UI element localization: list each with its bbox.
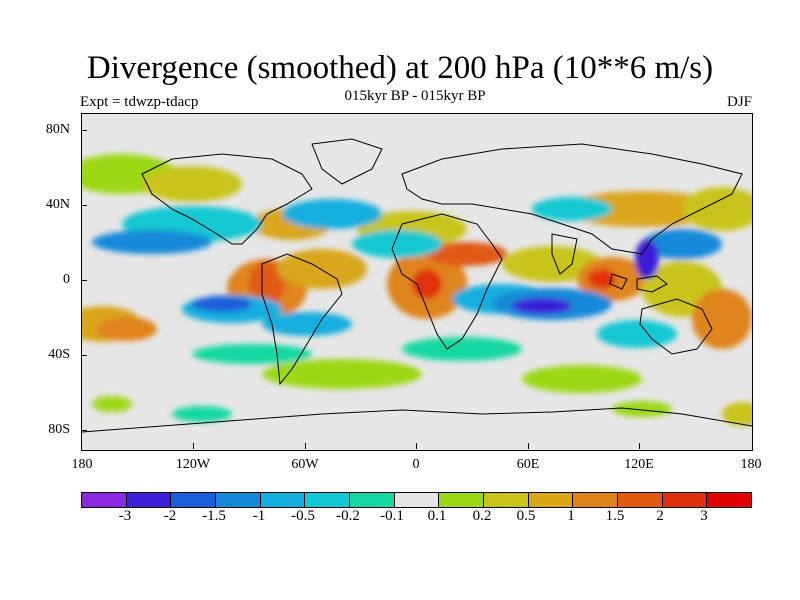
x-tick <box>193 443 194 449</box>
colorbar-swatch <box>573 493 619 507</box>
colorbar-label: 1.5 <box>605 508 625 524</box>
colorbar-label: 0.5 <box>516 508 536 524</box>
colorbar-swatch <box>707 493 752 507</box>
x-label-180e: 180 <box>740 457 762 472</box>
y-tick <box>81 205 87 206</box>
season-label: DJF <box>726 94 752 110</box>
colorbar-swatch <box>394 493 440 507</box>
x-label-120w: 120W <box>175 457 211 472</box>
y-label-80s: 80S <box>48 422 70 437</box>
colorbar-label: -0.2 <box>336 508 360 524</box>
colorbar-swatch <box>260 493 306 507</box>
colorbar-label: -1 <box>252 508 266 524</box>
colorbar-label: 0.2 <box>472 508 492 524</box>
y-label-40n: 40N <box>45 197 70 212</box>
colorbar-swatch <box>662 493 708 507</box>
colorbar-swatch <box>528 493 574 507</box>
x-label-120e: 120E <box>624 457 654 472</box>
x-tick <box>528 443 529 449</box>
colorbar <box>81 492 752 508</box>
y-tick <box>81 355 87 356</box>
colorbar-swatch <box>126 493 172 507</box>
y-label-0: 0 <box>63 272 70 287</box>
colorbar-swatch <box>171 493 217 507</box>
colorbar-swatch <box>350 493 395 507</box>
x-label-60w: 60W <box>291 457 319 472</box>
y-tick <box>81 130 87 131</box>
y-label-80n: 80N <box>45 122 70 137</box>
x-tick <box>416 443 417 449</box>
x-label-0: 0 <box>412 457 420 472</box>
colorbar-label: 2 <box>656 508 664 524</box>
colorbar-swatch <box>484 493 529 507</box>
colorbar-label: -0.1 <box>380 508 404 524</box>
x-label-60e: 60E <box>516 457 540 472</box>
colorbar-label: 1 <box>567 508 575 524</box>
plot-subtitle: 015kyr BP - 015kyr BP <box>344 88 486 104</box>
colorbar-label: -3 <box>118 508 132 524</box>
colorbar-swatch <box>216 493 261 507</box>
colorbar-swatch <box>439 493 485 507</box>
colorbar-label: -1.5 <box>202 508 226 524</box>
colorbar-label: 0.1 <box>427 508 447 524</box>
colorbar-swatch <box>82 493 127 507</box>
divergence-map <box>81 113 753 451</box>
x-tick <box>639 443 640 449</box>
colorbar-label: 3 <box>700 508 708 524</box>
colorbar-swatch <box>618 493 663 507</box>
colorbar-swatch <box>305 493 351 507</box>
experiment-label: Expt = tdwzp-tdacp <box>80 94 199 110</box>
x-label-180w: 180 <box>71 457 93 472</box>
colorbar-label: -2 <box>163 508 177 524</box>
plot-title: Divergence (smoothed) at 200 hPa (10**6 … <box>86 50 714 86</box>
x-tick <box>305 443 306 449</box>
y-tick <box>81 280 87 281</box>
y-tick <box>81 430 87 431</box>
colorbar-label: -0.5 <box>291 508 315 524</box>
y-label-40s: 40S <box>48 347 70 362</box>
